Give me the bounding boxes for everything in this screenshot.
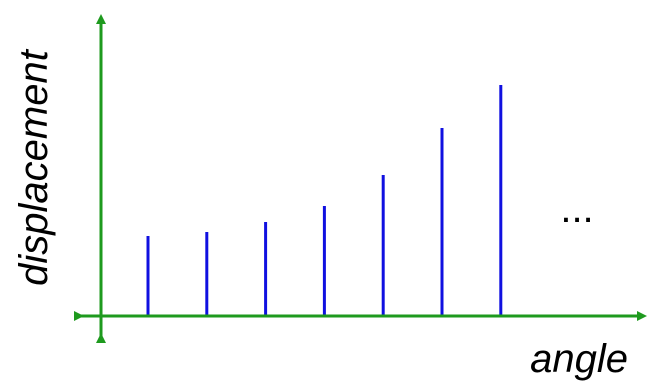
continuation-ellipsis: ... — [560, 187, 593, 231]
bars-group — [146, 85, 503, 316]
y-axis-label: displacement — [12, 48, 56, 286]
x-axis-label: angle — [530, 337, 628, 381]
